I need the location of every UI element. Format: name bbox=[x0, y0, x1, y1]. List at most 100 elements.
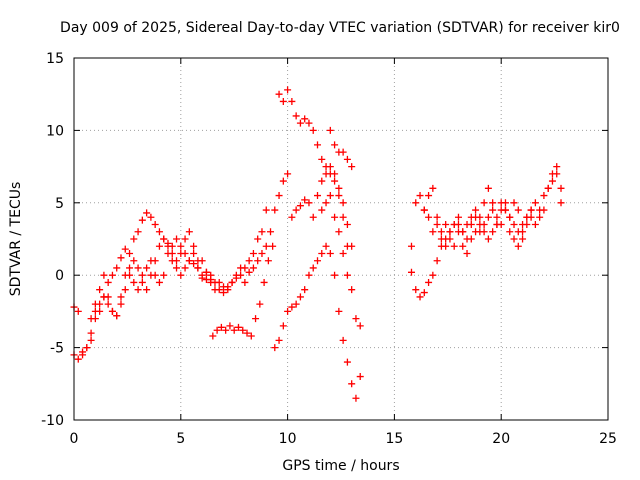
data-point bbox=[147, 213, 155, 221]
data-point bbox=[249, 249, 257, 257]
data-point bbox=[519, 221, 527, 229]
chart-title: Day 009 of 2025, Sidereal Day-to-day VTE… bbox=[60, 20, 620, 36]
y-tick-label: -5 bbox=[50, 341, 64, 357]
data-point bbox=[241, 264, 249, 272]
data-point bbox=[318, 206, 326, 214]
data-point bbox=[134, 228, 142, 236]
series-arc-7 bbox=[288, 163, 356, 250]
data-point bbox=[420, 206, 428, 214]
data-point bbox=[260, 278, 268, 286]
data-point bbox=[130, 278, 138, 286]
data-point bbox=[185, 228, 193, 236]
data-point bbox=[425, 192, 433, 200]
data-point bbox=[536, 213, 544, 221]
data-point bbox=[296, 202, 304, 210]
y-tick-label: 5 bbox=[55, 196, 64, 212]
data-point bbox=[117, 293, 125, 301]
data-point bbox=[138, 216, 146, 224]
data-point bbox=[467, 221, 475, 229]
data-point bbox=[450, 221, 458, 229]
series-arc-11 bbox=[407, 170, 565, 301]
series-arc-12 bbox=[420, 199, 535, 250]
data-point bbox=[510, 199, 518, 207]
data-point bbox=[134, 286, 142, 294]
data-point bbox=[279, 177, 287, 185]
data-point bbox=[147, 257, 155, 265]
data-point bbox=[544, 184, 552, 192]
data-point bbox=[96, 286, 104, 294]
data-point bbox=[143, 209, 151, 217]
data-point bbox=[222, 326, 230, 334]
data-point bbox=[446, 228, 454, 236]
data-point bbox=[527, 206, 535, 214]
data-point bbox=[224, 283, 232, 291]
data-point bbox=[348, 242, 356, 250]
data-point bbox=[198, 274, 206, 282]
data-point bbox=[215, 286, 223, 294]
data-point bbox=[74, 355, 82, 363]
data-point bbox=[134, 264, 142, 272]
data-point bbox=[523, 213, 531, 221]
data-point bbox=[322, 242, 330, 250]
data-point bbox=[292, 206, 300, 214]
data-point bbox=[160, 271, 168, 279]
data-point bbox=[87, 329, 95, 337]
data-point bbox=[190, 249, 198, 257]
data-point bbox=[164, 239, 172, 247]
data-point bbox=[269, 242, 277, 250]
data-point bbox=[292, 112, 300, 120]
data-point bbox=[292, 300, 300, 308]
data-point bbox=[536, 206, 544, 214]
data-point bbox=[83, 344, 91, 352]
data-point bbox=[185, 257, 193, 265]
data-point bbox=[540, 192, 548, 200]
data-point bbox=[326, 126, 334, 134]
data-point bbox=[239, 326, 247, 334]
series-arc-6 bbox=[275, 86, 364, 330]
data-point bbox=[226, 322, 234, 330]
data-point bbox=[213, 326, 221, 334]
data-point bbox=[113, 312, 121, 320]
data-point bbox=[228, 278, 236, 286]
data-point bbox=[433, 257, 441, 265]
data-point bbox=[326, 192, 334, 200]
data-point bbox=[493, 213, 501, 221]
series-arc-8 bbox=[318, 192, 351, 279]
x-tick-label: 5 bbox=[176, 431, 185, 447]
series-arc-4 bbox=[209, 242, 277, 340]
data-point bbox=[271, 206, 279, 214]
data-point bbox=[407, 242, 415, 250]
data-point bbox=[484, 235, 492, 243]
data-point bbox=[318, 177, 326, 185]
data-point bbox=[279, 97, 287, 105]
data-point bbox=[442, 221, 450, 229]
data-point bbox=[254, 257, 262, 265]
data-point bbox=[194, 264, 202, 272]
data-point bbox=[130, 257, 138, 265]
data-point bbox=[258, 228, 266, 236]
data-point bbox=[104, 278, 112, 286]
data-point bbox=[151, 221, 159, 229]
data-point bbox=[87, 315, 95, 323]
data-point bbox=[96, 307, 104, 315]
data-point bbox=[501, 199, 509, 207]
data-point bbox=[243, 329, 251, 337]
data-point bbox=[472, 228, 480, 236]
data-point bbox=[249, 264, 257, 272]
data-point bbox=[209, 332, 217, 340]
data-point bbox=[331, 271, 339, 279]
data-point bbox=[548, 177, 556, 185]
data-point bbox=[301, 115, 309, 123]
data-point bbox=[314, 141, 322, 149]
data-point bbox=[284, 307, 292, 315]
data-point bbox=[275, 90, 283, 98]
x-tick-label: 15 bbox=[385, 431, 403, 447]
data-point bbox=[356, 373, 364, 381]
data-point bbox=[252, 315, 260, 323]
data-point bbox=[87, 336, 95, 344]
data-point bbox=[254, 235, 262, 243]
data-point bbox=[514, 242, 522, 250]
data-point bbox=[230, 326, 238, 334]
data-point bbox=[480, 199, 488, 207]
